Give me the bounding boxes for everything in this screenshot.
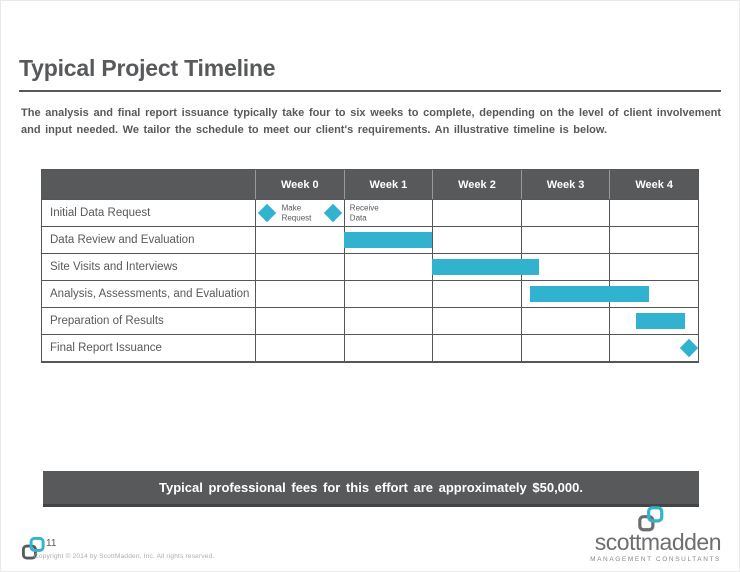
task-label: Preparation of Results xyxy=(50,315,164,327)
scottmadden-logo-icon xyxy=(21,536,45,560)
fees-banner-text: Typical professional fees for this effor… xyxy=(159,480,583,495)
week-cell xyxy=(343,254,433,280)
week-column-header: Week 0 xyxy=(255,170,344,199)
week-cell xyxy=(343,308,433,334)
week-cell xyxy=(432,200,521,226)
task-label: Site Visits and Interviews xyxy=(50,261,178,273)
week-cell xyxy=(520,281,610,307)
gantt-bar xyxy=(432,259,539,275)
task-label: Analysis, Assessments, and Evaluation xyxy=(50,288,250,300)
page-title: Typical Project Timeline xyxy=(19,55,276,81)
week-cell xyxy=(520,308,610,334)
gantt-row: Initial Data Request Make Request Receive … xyxy=(42,199,698,226)
week-cell xyxy=(432,308,521,334)
gantt-row: Final Report Issuance xyxy=(42,334,699,361)
week-cell xyxy=(609,335,698,361)
title-underline xyxy=(19,90,721,92)
week-cell xyxy=(520,200,610,226)
gantt-bar xyxy=(635,313,685,329)
week-cell xyxy=(255,308,344,334)
gantt-row: Site Visits and Interviews xyxy=(42,253,698,280)
gantt-table: Week 0 Week 1 Week 2 Week 3 Week 4 Initial D… xyxy=(41,169,699,363)
week-column-header: Week 4 xyxy=(609,170,698,199)
task-column-header xyxy=(42,170,255,199)
milestone-label: Make Request xyxy=(281,203,312,222)
gantt-row: Data Review and Evaluation xyxy=(42,226,698,253)
brand-name: scottmadden xyxy=(594,529,722,555)
week-cell xyxy=(432,335,521,361)
gantt-bar xyxy=(343,232,433,248)
gantt-header-row: Week 0 Week 1 Week 2 Week 3 Week 4 xyxy=(42,170,698,199)
week-cell xyxy=(255,254,344,280)
week-cell xyxy=(432,227,521,253)
gantt-row: Preparation of Results xyxy=(42,307,698,334)
scottmadden-logo-icon xyxy=(638,506,664,532)
week-cell xyxy=(432,281,521,307)
week-cell xyxy=(609,200,698,226)
brand-block: scottmadden MANAGEMENT CONSULTANTS xyxy=(590,505,721,563)
week-cell xyxy=(255,281,344,307)
week-cell xyxy=(255,200,344,226)
intro-paragraph: The analysis and final report issuance t… xyxy=(21,107,721,136)
task-label: Initial Data Request xyxy=(50,207,151,219)
week-column-header: Week 1 xyxy=(343,170,433,199)
milestone-label: Receive Data xyxy=(349,203,379,222)
week-column-header: Week 3 xyxy=(520,170,610,199)
page-number: 11 xyxy=(46,538,57,549)
week-cell xyxy=(609,227,698,253)
gantt-row: Analysis, Assessments, and Evaluation xyxy=(42,280,698,307)
week-cell xyxy=(343,335,433,361)
task-label: Final Report Issuance xyxy=(50,342,162,354)
week-cell xyxy=(520,335,610,361)
week-cell xyxy=(609,254,698,280)
task-label: Data Review and Evaluation xyxy=(50,234,195,246)
week-cell xyxy=(609,308,698,334)
copyright-text: Copyright © 2014 by ScottMadden, Inc. Al… xyxy=(34,553,215,560)
gantt-bar xyxy=(529,286,650,302)
week-cell xyxy=(255,335,344,361)
brand-tagline: MANAGEMENT CONSULTANTS xyxy=(590,556,721,563)
fees-banner: Typical professional fees for this effor… xyxy=(43,471,699,507)
week-cell xyxy=(343,281,433,307)
week-cell xyxy=(343,200,433,226)
week-column-header: Week 2 xyxy=(432,170,521,199)
week-cell xyxy=(520,227,610,253)
week-cell xyxy=(255,227,344,253)
